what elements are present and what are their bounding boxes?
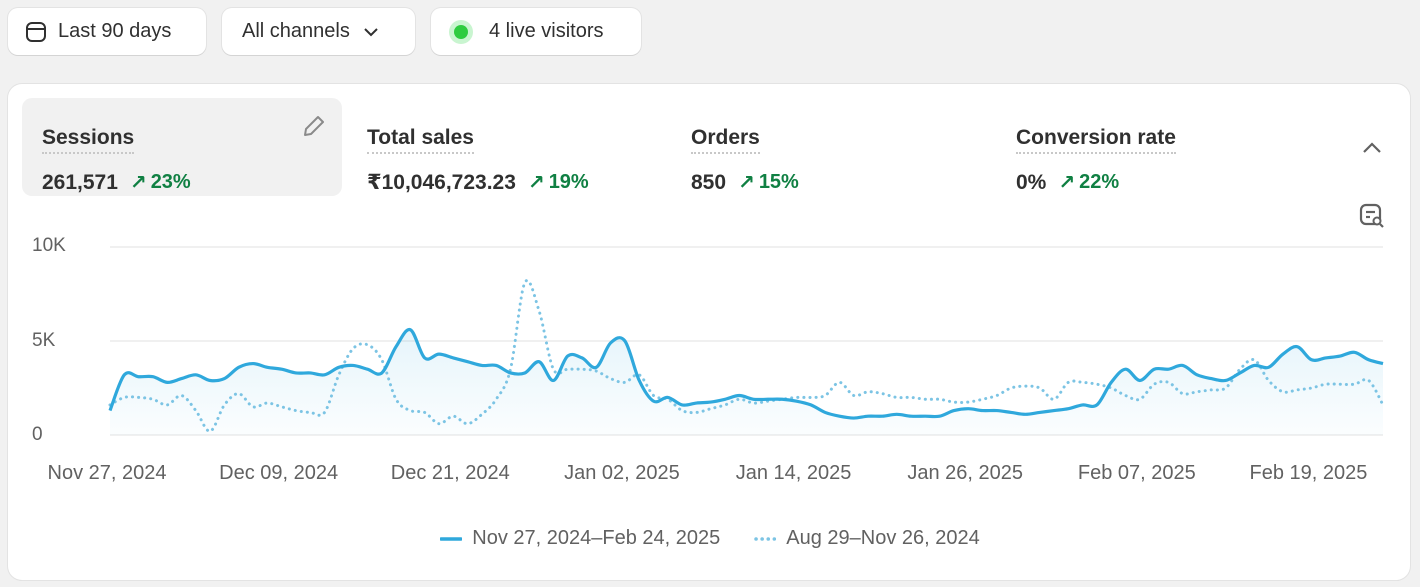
x-tick-label: Feb 07, 2025 (1077, 462, 1196, 484)
date-range-label: Last 90 days (58, 20, 172, 42)
metric-change: 23% (150, 171, 191, 193)
metric-value: 0% (1016, 170, 1047, 194)
metric-change: 22% (1079, 171, 1120, 193)
metric-value: 261,571 (42, 170, 118, 194)
chart-inspect-icon[interactable] (1358, 202, 1386, 230)
metric-label[interactable]: Sessions (42, 126, 135, 154)
x-tick-label: Jan 26, 2025 (907, 462, 1024, 484)
legend-label: Aug 29–Nov 26, 2024 (786, 527, 980, 549)
x-tick-label: Dec 09, 2024 (219, 462, 339, 484)
live-visitors-label: 4 live visitors (489, 20, 604, 42)
y-tick-label: 0 (32, 424, 43, 445)
edit-icon[interactable] (302, 114, 326, 138)
x-tick-label: Dec 21, 2024 (390, 462, 510, 484)
metrics-card: Sessions 261,571 ↗ 23% Total sales ₹10,046… (8, 84, 1410, 580)
y-tick-label: 10K (32, 235, 66, 256)
metric-sessions[interactable]: Sessions 261,571 ↗ 23% (22, 98, 342, 196)
calendar-icon (26, 21, 46, 42)
metric-label[interactable]: Orders (691, 126, 760, 154)
arrow-up-right-icon: ↗ (1058, 172, 1076, 194)
x-tick-label: Jan 14, 2025 (735, 462, 852, 484)
metric-change: 15% (758, 171, 799, 193)
metric-value: ₹10,046,723.23 (367, 171, 516, 194)
channels-label: All channels (242, 20, 350, 42)
arrow-up-right-icon: ↗ (738, 172, 755, 194)
live-visitors-button[interactable]: 4 live visitors (431, 8, 641, 55)
metric-orders[interactable]: Orders 850 ↗ 15% (671, 98, 981, 196)
live-indicator-icon (449, 19, 473, 44)
x-tick-label: Nov 27, 2024 (47, 462, 167, 484)
metric-total-sales[interactable]: Total sales ₹10,046,723.23 ↗ 19% (347, 98, 657, 196)
chart-legend: Nov 27, 2024–Feb 24, 2025 Aug 29–Nov 26,… (0, 527, 1420, 550)
date-range-button[interactable]: Last 90 days (8, 8, 206, 55)
metric-label[interactable]: Total sales (367, 126, 474, 154)
metric-value: 850 (691, 170, 727, 194)
legend-previous[interactable]: Aug 29–Nov 26, 2024 (754, 527, 980, 550)
arrow-up-right-icon: ↗ (129, 172, 147, 194)
arrow-up-right-icon: ↗ (527, 172, 545, 194)
chevron-down-icon (364, 27, 378, 36)
y-tick-label: 5K (32, 330, 56, 351)
x-tick-label: Feb 19, 2025 (1249, 462, 1368, 484)
legend-current[interactable]: Nov 27, 2024–Feb 24, 2025 (440, 527, 720, 550)
legend-label: Nov 27, 2024–Feb 24, 2025 (472, 527, 721, 549)
channels-dropdown[interactable]: All channels (222, 8, 415, 55)
dotted-line-swatch-icon (754, 536, 777, 541)
metric-conversion-rate[interactable]: Conversion rate 0% ↗ 22% (996, 98, 1306, 196)
solid-line-swatch-icon (440, 536, 463, 541)
x-tick-label: Jan 02, 2025 (564, 462, 680, 484)
metric-change: 19% (548, 171, 589, 193)
collapse-chevron-up-icon[interactable] (1360, 138, 1384, 158)
metric-label[interactable]: Conversion rate (1016, 126, 1176, 154)
